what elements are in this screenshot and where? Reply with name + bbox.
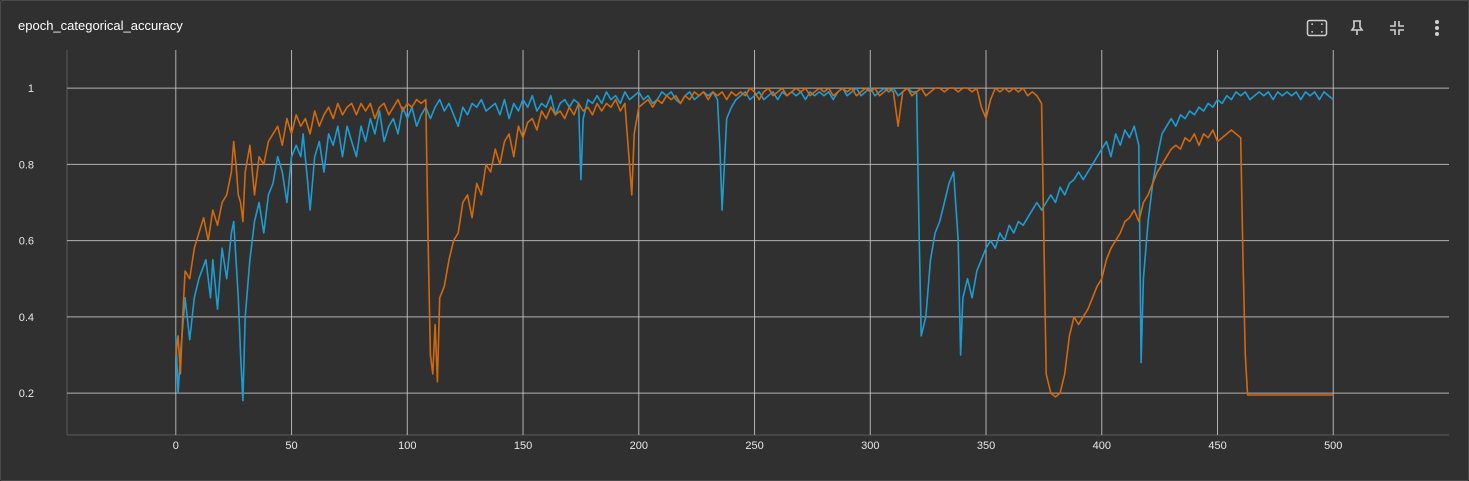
y-tick-label: 0.8 <box>19 159 34 171</box>
x-tick-label: 100 <box>398 440 416 452</box>
collapse-icon <box>1389 20 1405 36</box>
x-tick-label: 450 <box>1208 440 1226 452</box>
more-options-button[interactable] <box>1420 15 1454 41</box>
y-tick-label: 0.2 <box>19 388 34 400</box>
pin-button[interactable] <box>1340 15 1374 41</box>
y-tick-label: 0.4 <box>19 312 34 324</box>
x-tick-label: 50 <box>285 440 297 452</box>
collapse-button[interactable] <box>1380 15 1414 41</box>
x-tick-label: 150 <box>514 440 532 452</box>
x-tick-label: 200 <box>630 440 648 452</box>
chart-title: epoch_categorical_accuracy <box>18 18 183 33</box>
more-vert-icon <box>1434 19 1440 37</box>
x-tick-label: 400 <box>1093 440 1111 452</box>
y-tick-label: 0.6 <box>19 236 34 248</box>
x-tick-label: 250 <box>745 440 763 452</box>
x-tick-label: 500 <box>1324 440 1342 452</box>
fit-domain-icon <box>1306 19 1328 37</box>
x-tick-label: 350 <box>977 440 995 452</box>
chart-toolbar <box>1300 15 1454 41</box>
y-tick-label: 1 <box>28 83 34 95</box>
x-tick-label: 0 <box>173 440 179 452</box>
pin-icon <box>1350 19 1364 37</box>
fit-domain-button[interactable] <box>1300 15 1334 41</box>
x-tick-label: 300 <box>861 440 879 452</box>
series-line-2 <box>175 87 1334 398</box>
